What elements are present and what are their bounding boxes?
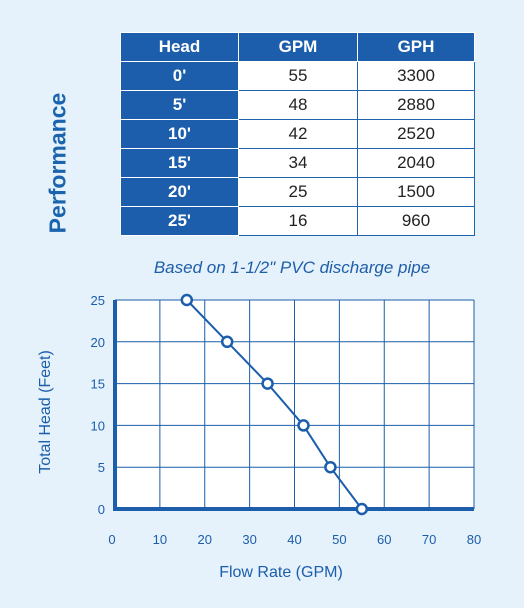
x-axis-label: Flow Rate (GPM) <box>219 564 343 581</box>
table-row: 10' 42 2520 <box>120 119 475 149</box>
y-tick-label: 15 <box>91 377 105 392</box>
y-axis-label: Total Head (Feet) <box>37 350 54 474</box>
head-cell: 0' <box>120 61 239 91</box>
head-cell: 15' <box>120 148 239 178</box>
gph-cell: 2520 <box>357 119 475 149</box>
data-point <box>220 335 234 349</box>
table-row: 15' 34 2040 <box>120 148 475 178</box>
series-line <box>186 299 363 510</box>
table-row: 0' 55 3300 <box>120 61 475 91</box>
table-row: 25' 16 960 <box>120 206 475 236</box>
gpm-cell: 25 <box>238 177 358 207</box>
column-header-gph: GPH <box>357 32 475 62</box>
table-row: 5' 48 2880 <box>120 90 475 120</box>
chart-grid <box>115 299 475 509</box>
y-tick-label: 20 <box>91 335 105 350</box>
gpm-cell: 34 <box>238 148 358 178</box>
gph-cell: 3300 <box>357 61 475 91</box>
data-point <box>297 419 310 432</box>
chart-tick-labels: 0 10 20 30 40 50 60 70 80 0 5 10 15 20 25 <box>91 293 482 547</box>
x-tick-label: 80 <box>467 532 481 547</box>
x-tick-label: 40 <box>287 532 301 547</box>
gph-cell: 1500 <box>357 177 475 207</box>
chart-series <box>180 293 369 516</box>
data-point <box>261 377 274 390</box>
x-tick-label: 10 <box>153 532 167 547</box>
y-tick-label: 25 <box>91 293 105 308</box>
y-tick-label: 0 <box>98 502 105 517</box>
y-tick-label: 5 <box>98 460 105 475</box>
chart-axes <box>113 300 474 511</box>
x-tick-label: 70 <box>422 532 436 547</box>
head-cell: 10' <box>120 119 239 149</box>
gph-cell: 2040 <box>357 148 475 178</box>
table-row: 20' 25 1500 <box>120 177 475 207</box>
gph-cell: 960 <box>357 206 475 236</box>
x-tick-label: 60 <box>377 532 391 547</box>
table-caption: Based on 1-1/2" PVC discharge pipe <box>153 258 431 277</box>
gpm-cell: 16 <box>238 206 358 236</box>
head-cell: 5' <box>120 90 239 120</box>
x-tick-label: 20 <box>198 532 212 547</box>
y-tick-label: 10 <box>91 418 105 433</box>
x-tick-label: 0 <box>108 532 115 547</box>
gpm-cell: 55 <box>238 61 358 91</box>
head-cell: 20' <box>120 177 239 207</box>
performance-table: Head GPM GPH 0' 55 3300 5' 48 2880 10' 4… <box>120 32 475 236</box>
x-tick-label: 30 <box>242 532 256 547</box>
data-point <box>355 502 369 516</box>
head-cell: 25' <box>120 206 239 236</box>
x-tick-label: 50 <box>332 532 346 547</box>
data-point <box>324 460 337 474</box>
data-point <box>180 293 194 307</box>
